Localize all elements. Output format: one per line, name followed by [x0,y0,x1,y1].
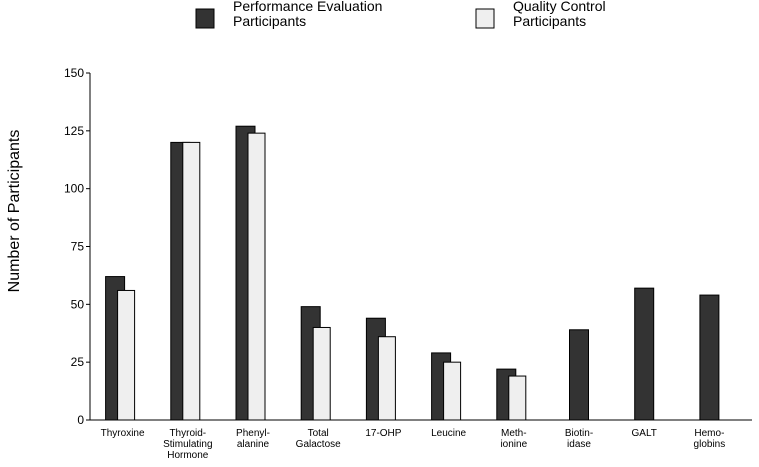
bar-performance-evaluation [569,329,589,421]
y-tick-label: 75 [71,240,85,254]
x-tick-label: 17-OHP [365,428,401,439]
x-tick-label: GALT [632,428,657,439]
bar-quality-control [182,141,201,421]
y-tick-label: 150 [64,66,84,80]
x-tick-label: Biotin-idase [565,428,593,450]
y-tick-label: 50 [71,297,85,311]
bar-quality-control [117,289,136,421]
axes: 0 25 50 75 100 125 150 [64,66,752,427]
bar-quality-control [247,132,266,421]
x-tick-label: Leucine [431,428,466,439]
bar-quality-control [443,361,462,421]
bar-quality-control [508,375,527,421]
y-tick-label: 100 [64,182,84,196]
bar-performance-evaluation [634,287,655,421]
y-tick-label: 25 [71,355,85,369]
bar-quality-control [312,326,331,421]
x-tick-label: Total Galactose [296,428,341,450]
y-tick-label: 0 [77,413,84,427]
legend-label: Quality Control Participants [513,0,606,29]
legend-label: Performance Evaluation Participants [233,0,382,29]
legend-swatch [195,8,215,29]
y-tick-label: 125 [64,124,84,138]
x-tick-label: Meth-ionine [500,428,527,450]
x-tick-label: Phenyl-alanine [236,428,270,450]
bar-performance-evaluation [699,294,720,421]
bars [105,125,720,421]
x-tick-label: Thyroxine [101,428,145,439]
legend: Performance Evaluation Participants Qualit… [195,0,606,29]
legend-swatch [475,8,495,29]
y-axis-label: Number of Participants [6,130,23,293]
x-tick-label: Hemo-globins [694,428,726,450]
x-tick-label: Thyroid-Stimulating Hormone [163,428,212,461]
bar-quality-control [377,336,396,421]
category-labels: Thyroxine Thyroid-Stimulating Hormone Pheny… [101,428,726,461]
